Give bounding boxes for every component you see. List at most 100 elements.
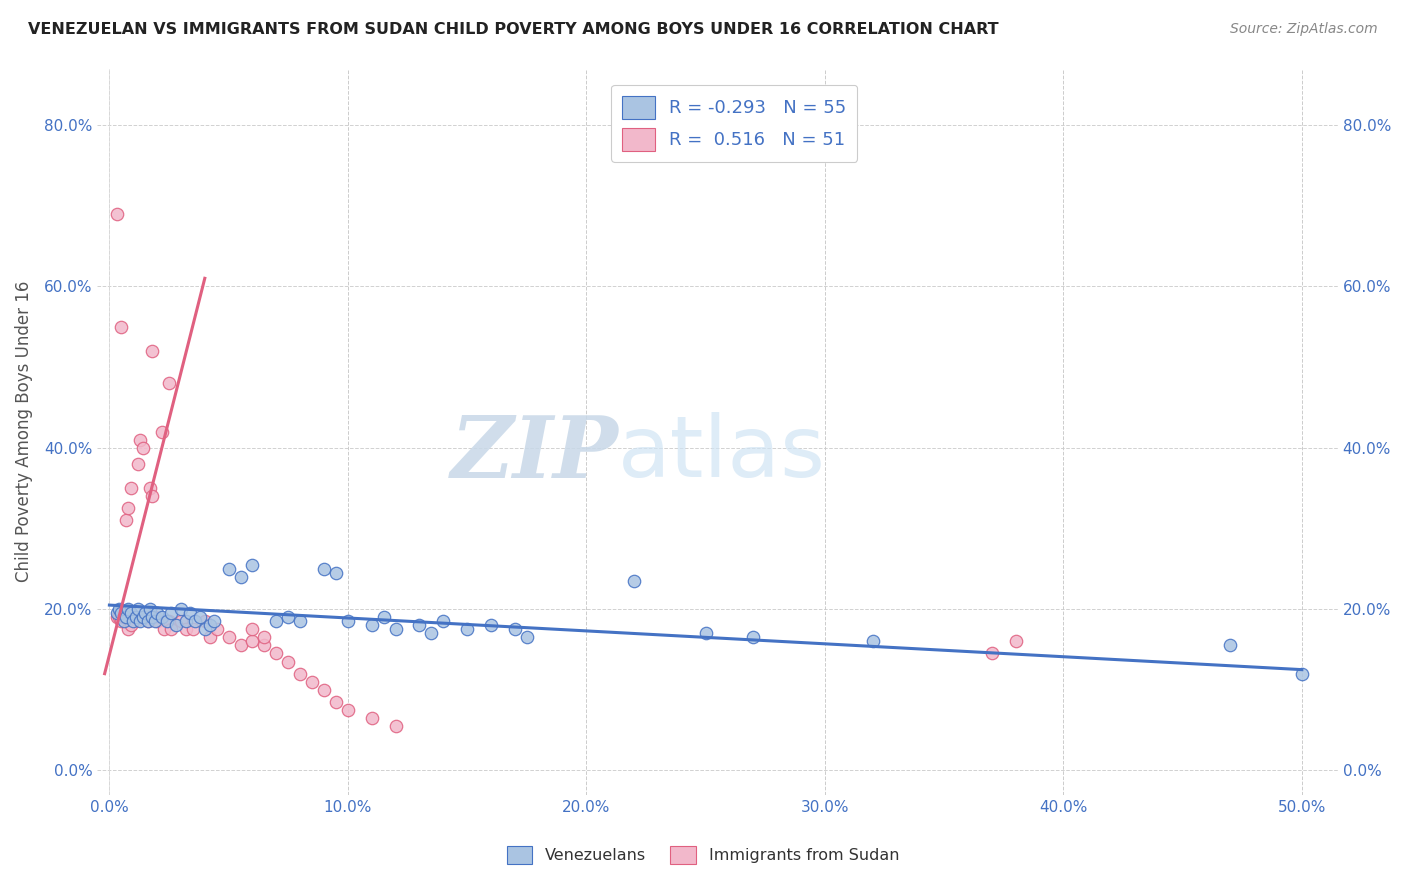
Point: [110, 606, 132, 620]
Point: [139, 481, 162, 495]
Point: [141, 610, 163, 624]
Point: [117, 602, 139, 616]
Point: [174, 614, 197, 628]
Point: [408, 618, 430, 632]
Point: [124, 610, 146, 624]
Point: [134, 606, 156, 620]
Point: [146, 606, 169, 620]
Point: [290, 666, 312, 681]
Point: [432, 614, 454, 628]
Point: [202, 614, 225, 628]
Point: [198, 618, 221, 632]
Point: [129, 433, 152, 447]
Point: [277, 610, 299, 624]
Point: [373, 610, 395, 624]
Point: [253, 631, 276, 645]
Point: [277, 655, 299, 669]
Point: [157, 614, 180, 628]
Point: [156, 614, 179, 628]
Point: [218, 562, 240, 576]
Point: [105, 606, 128, 620]
Point: [242, 634, 264, 648]
Point: [179, 606, 201, 620]
Point: [242, 622, 264, 636]
Point: [120, 606, 142, 620]
Point: [301, 674, 323, 689]
Legend: R = -0.293   N = 55, R =  0.516   N = 51: R = -0.293 N = 55, R = 0.516 N = 51: [612, 85, 858, 162]
Point: [122, 614, 145, 628]
Point: [141, 489, 163, 503]
Point: [184, 614, 207, 628]
Point: [157, 376, 180, 391]
Point: [336, 703, 359, 717]
Point: [165, 618, 187, 632]
Point: [312, 682, 335, 697]
Point: [456, 622, 478, 636]
Point: [136, 614, 159, 628]
Point: [127, 457, 149, 471]
Point: [117, 622, 139, 636]
Point: [742, 631, 765, 645]
Point: [117, 501, 139, 516]
Point: [312, 562, 335, 576]
Point: [229, 570, 252, 584]
Point: [325, 566, 347, 580]
Point: [146, 614, 169, 628]
Legend: Venezuelans, Immigrants from Sudan: Venezuelans, Immigrants from Sudan: [501, 839, 905, 871]
Point: [420, 626, 443, 640]
Point: [198, 631, 221, 645]
Point: [139, 602, 162, 616]
Point: [108, 610, 131, 624]
Point: [205, 622, 228, 636]
Point: [127, 602, 149, 616]
Y-axis label: Child Poverty Among Boys Under 16: Child Poverty Among Boys Under 16: [15, 281, 32, 582]
Point: [108, 602, 131, 616]
Point: [503, 622, 526, 636]
Point: [105, 610, 128, 624]
Point: [115, 513, 138, 527]
Point: [122, 614, 145, 628]
Point: [188, 610, 211, 624]
Point: [218, 631, 240, 645]
Point: [1004, 634, 1026, 648]
Text: ZIP: ZIP: [450, 411, 619, 495]
Text: atlas: atlas: [619, 412, 827, 495]
Point: [132, 441, 155, 455]
Point: [980, 647, 1002, 661]
Point: [479, 618, 502, 632]
Point: [384, 719, 406, 733]
Point: [153, 622, 176, 636]
Point: [120, 618, 142, 632]
Point: [181, 622, 204, 636]
Point: [141, 343, 163, 358]
Point: [143, 610, 166, 624]
Point: [150, 610, 173, 624]
Point: [120, 481, 142, 495]
Point: [174, 622, 197, 636]
Point: [136, 614, 159, 628]
Point: [170, 602, 193, 616]
Point: [160, 622, 183, 636]
Point: [124, 614, 146, 628]
Text: VENEZUELAN VS IMMIGRANTS FROM SUDAN CHILD POVERTY AMONG BOYS UNDER 16 CORRELATIO: VENEZUELAN VS IMMIGRANTS FROM SUDAN CHIL…: [28, 22, 998, 37]
Point: [384, 622, 406, 636]
Point: [110, 319, 132, 334]
Point: [290, 614, 312, 628]
Point: [242, 558, 264, 572]
Point: [360, 618, 382, 632]
Point: [194, 614, 217, 628]
Point: [150, 425, 173, 439]
Point: [862, 634, 884, 648]
Point: [253, 639, 276, 653]
Point: [325, 695, 347, 709]
Point: [194, 622, 217, 636]
Point: [623, 574, 645, 588]
Point: [695, 626, 717, 640]
Point: [105, 207, 128, 221]
Point: [1219, 639, 1241, 653]
Point: [170, 614, 193, 628]
Point: [110, 614, 132, 628]
Point: [1291, 666, 1313, 681]
Text: Source: ZipAtlas.com: Source: ZipAtlas.com: [1230, 22, 1378, 37]
Point: [112, 614, 135, 628]
